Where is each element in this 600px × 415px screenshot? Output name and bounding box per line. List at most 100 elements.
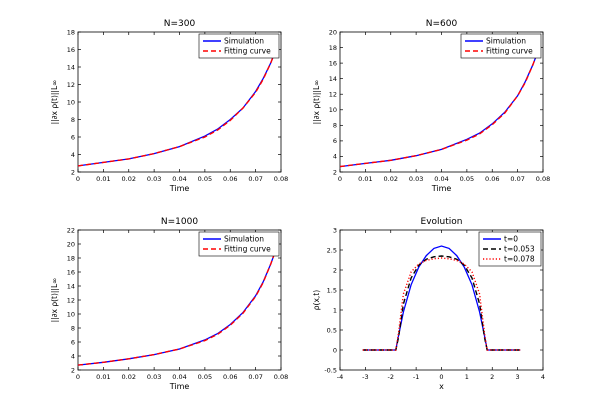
legend-label: Simulation	[486, 37, 526, 46]
x-tick-label: 0.08	[274, 373, 288, 381]
chart-title: Evolution	[421, 217, 463, 227]
y-tick-label: 16	[67, 46, 75, 54]
x-tick-label: 0.04	[172, 373, 186, 381]
x-tick-label: 0	[76, 175, 80, 183]
legend-box	[478, 231, 542, 267]
x-tick-label: 0.07	[510, 175, 524, 183]
x-tick-label: 0.01	[96, 175, 110, 183]
y-tick-label: 0	[333, 346, 337, 354]
x-tick-label: 1	[465, 373, 469, 381]
chart-panel-2: N=600 0 0.01 0.02 0.03 0.04 0.05 0.06 0.07 0.08 2 4…	[312, 19, 550, 193]
y-tick-label: 14	[329, 75, 337, 83]
x-tick-label: 0.01	[358, 175, 372, 183]
x-tick-label: 0.06	[485, 175, 499, 183]
x-axis-label: Time	[431, 184, 452, 193]
x-tick-label: -4	[337, 373, 343, 381]
x-tick-label: 0.03	[147, 175, 161, 183]
y-tick-label: -0.5	[324, 366, 337, 374]
y-tick-label: 3	[333, 226, 337, 234]
y-tick-label: 6	[71, 133, 75, 141]
y-tick-label: 20	[67, 240, 75, 248]
y-tick-label: 4	[71, 151, 75, 159]
x-tick-label: 0.05	[460, 175, 474, 183]
y-tick-label: 6	[71, 338, 75, 346]
y-tick-label: 6	[333, 137, 337, 145]
x-tick-label: 0.03	[409, 175, 423, 183]
y-axis-label: ||∂x ρ(t)||L∞	[50, 278, 59, 323]
y-tick-label: 18	[67, 254, 75, 262]
y-tick-label: 8	[71, 116, 75, 124]
y-tick-label: 18	[67, 28, 75, 36]
x-tick-label: 0.05	[198, 175, 212, 183]
y-tick-label: 12	[329, 91, 337, 99]
chart-title: N=300	[164, 19, 196, 29]
y-tick-label: 1.5	[327, 286, 337, 294]
x-tick-label: 0.07	[248, 373, 262, 381]
y-tick-label: 10	[67, 98, 75, 106]
y-tick-label: 1	[333, 306, 337, 314]
y-tick-label: 12	[67, 296, 75, 304]
y-tick-label: 2	[71, 168, 75, 176]
legend-label: Fitting curve	[486, 47, 533, 56]
legend-label: Fitting curve	[224, 245, 271, 254]
x-tick-label: 2	[490, 373, 494, 381]
legend-box	[198, 33, 280, 59]
x-tick-label: 0.06	[223, 373, 237, 381]
legend-box	[198, 231, 280, 257]
x-tick-label: 0.02	[384, 175, 398, 183]
x-tick-label: -3	[362, 373, 368, 381]
x-tick-label: 0.03	[147, 373, 161, 381]
x-tick-label: 0.04	[434, 175, 448, 183]
series-line-3	[362, 257, 521, 351]
legend-label: Simulation	[224, 235, 264, 244]
chart-panel-1: N=300 0 0.01 0.02 0.03 0.04 0.05 0.06 0.07 0.08 2 4…	[50, 19, 288, 193]
y-tick-label: 20	[329, 28, 337, 36]
y-tick-label: 22	[67, 226, 75, 234]
chart-panel-4: Evolution -4 -3 -2 -1 0 1 2 3 4 -0.5 0 0.5 1 1.5 2 2.5 3 x…	[312, 217, 545, 391]
x-tick-label: 0.07	[248, 175, 262, 183]
x-tick-label: -1	[413, 373, 419, 381]
series-line-2	[78, 49, 277, 167]
y-tick-label: 2	[71, 366, 75, 374]
y-tick-label: 14	[67, 63, 75, 71]
y-tick-label: 16	[329, 59, 337, 67]
y-tick-label: 0.5	[327, 326, 337, 334]
y-tick-label: 2.5	[327, 246, 337, 254]
x-tick-label: 0	[439, 373, 443, 381]
series-line-2	[362, 255, 521, 351]
x-tick-label: 0.02	[122, 373, 136, 381]
y-tick-label: 2	[333, 168, 337, 176]
x-tick-label: 0.04	[172, 175, 186, 183]
chart-title: N=600	[426, 19, 458, 29]
x-tick-label: 0.06	[223, 175, 237, 183]
y-tick-label: 14	[67, 282, 75, 290]
x-tick-label: 4	[541, 373, 545, 381]
x-axis-label: Time	[169, 184, 190, 193]
y-tick-label: 12	[67, 81, 75, 89]
chart-title: N=1000	[161, 217, 198, 227]
legend-label: Simulation	[224, 37, 264, 46]
x-tick-label: 0.08	[536, 175, 550, 183]
y-tick-label: 10	[329, 106, 337, 114]
legend-label: Fitting curve	[224, 47, 271, 56]
legend-label: t=0.078	[504, 255, 535, 264]
y-axis-label: ρ(x,t)	[312, 290, 321, 310]
legend-box	[460, 33, 542, 59]
series-line-1	[362, 245, 521, 351]
y-tick-label: 10	[67, 310, 75, 318]
legend-label: t=0.053	[504, 245, 535, 254]
chart-panel-3: N=1000 0 0.01 0.02 0.03 0.04 0.05 0.06 0.07 0.08 2…	[50, 217, 288, 391]
series-line-2	[78, 249, 277, 366]
x-tick-label: 0.02	[122, 175, 136, 183]
y-axis-label: ||∂x ρ(t)||L∞	[50, 80, 59, 125]
x-tick-label: 0	[338, 175, 342, 183]
x-tick-label: 0.05	[198, 373, 212, 381]
x-tick-label: -2	[388, 373, 394, 381]
y-tick-label: 4	[333, 153, 337, 161]
